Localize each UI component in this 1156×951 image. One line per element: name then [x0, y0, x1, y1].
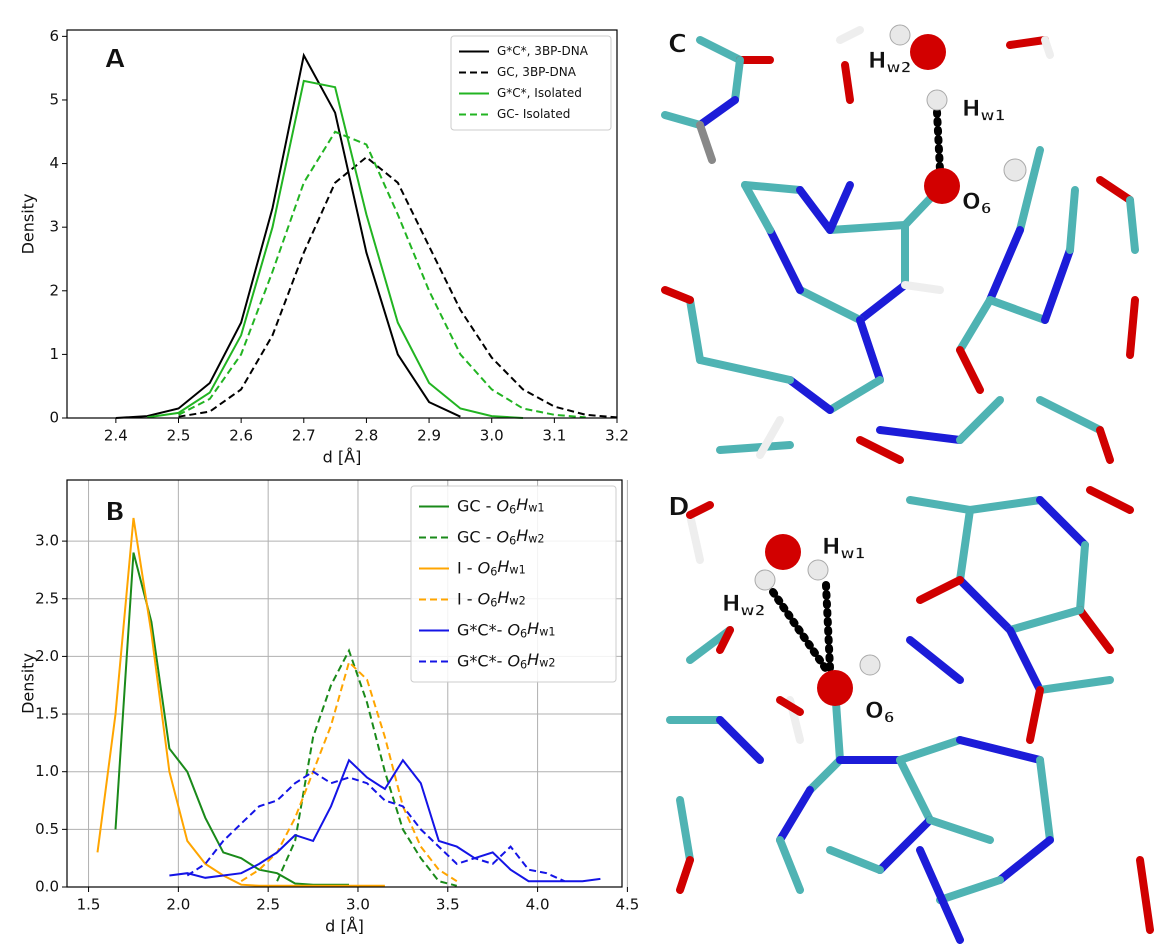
plot-frame	[66, 29, 618, 419]
data-line	[186, 770, 565, 883]
panel-label: B	[105, 498, 125, 528]
legend-label: GC- Isolated	[497, 107, 570, 121]
legend-label: GC - O6Hw2	[457, 525, 545, 547]
legend-label: GC, 3BP-DNA	[497, 65, 577, 79]
y-tick-label: 1	[49, 345, 59, 363]
y-tick-label: 1.0	[35, 762, 59, 780]
y-axis-label: Density	[19, 194, 38, 255]
molecule-render-d	[666, 486, 1154, 944]
legend-label: GC - O6Hw1	[457, 494, 545, 516]
legend-label: G*C*- O6Hw1	[457, 618, 555, 640]
y-tick-label: 3	[49, 218, 59, 236]
panel-label: A	[105, 45, 125, 75]
panel-label: C	[668, 30, 687, 60]
x-tick-label: 4.0	[526, 896, 550, 914]
x-tick-label: 3.0	[480, 427, 504, 445]
legend-label: G*C*, Isolated	[497, 86, 582, 100]
atom-label: O6	[865, 699, 894, 726]
legend-label: I - O6Hw1	[457, 556, 526, 578]
data-line	[178, 130, 586, 419]
y-tick-label: 6	[49, 27, 59, 45]
data-line	[96, 517, 385, 887]
x-tick-label: 2.8	[355, 427, 379, 445]
atom-label: Hw2	[722, 592, 765, 619]
y-tick-label: 0.0	[35, 878, 59, 896]
legend-label: I - O6Hw2	[457, 587, 526, 609]
data-line	[276, 648, 458, 887]
atom-label: Hw1	[962, 97, 1005, 124]
x-tick-label: 3.0	[346, 896, 370, 914]
x-axis-label: d [Å]	[325, 917, 364, 936]
data-line	[169, 758, 601, 883]
chart-panel: 1.5 2.0 2.5 3.0 3.5 4.0 4.5 0.0 0.5 1.0 1.5 2.0 2.5 3…	[19, 479, 639, 936]
y-axis-label: Density	[19, 653, 38, 714]
data-line	[178, 155, 618, 419]
y-tick-label: 0	[49, 409, 59, 427]
molecule-render-c	[661, 24, 1139, 464]
x-tick-label: 2.6	[229, 427, 253, 445]
plot-frame	[66, 479, 623, 888]
x-tick-label: 2.4	[104, 427, 128, 445]
legend-label: G*C*, 3BP-DNA	[497, 44, 589, 58]
data-line	[115, 52, 461, 419]
y-tick-label: 0.5	[35, 820, 59, 838]
y-tick-label: 4	[49, 154, 59, 172]
y-tick-label: 2	[49, 281, 59, 299]
x-tick-label: 2.5	[256, 896, 280, 914]
atom-label: Hw1	[822, 535, 865, 562]
legend-box	[450, 35, 612, 131]
atom-label: Hw2	[868, 49, 911, 76]
x-tick-label: 3.1	[542, 427, 566, 445]
x-tick-label: 2.0	[166, 896, 190, 914]
x-tick-label: 4.5	[615, 896, 639, 914]
x-tick-label: 2.7	[292, 427, 316, 445]
panel-label: D	[668, 493, 690, 523]
legend-label: G*C*- O6Hw2	[457, 649, 555, 671]
legend-box	[410, 485, 617, 683]
y-tick-label: 1.5	[35, 705, 59, 723]
x-tick-label: 3.2	[605, 427, 629, 445]
data-line	[147, 79, 524, 419]
x-tick-label: 3.5	[436, 896, 460, 914]
x-tick-label: 2.5	[167, 427, 191, 445]
atom-label: O6	[962, 190, 991, 217]
chart-panel: 2.4 2.5 2.6 2.7 2.8 2.9 3.0 3.1 3.2 0 1 2 3 4 5 6 d [Å] D…	[19, 27, 629, 467]
y-tick-label: 5	[49, 90, 59, 108]
y-tick-label: 2.5	[35, 589, 59, 607]
x-tick-label: 2.9	[417, 427, 441, 445]
x-tick-label: 1.5	[77, 896, 101, 914]
data-line	[114, 552, 349, 886]
x-axis-label: d [Å]	[323, 448, 362, 467]
y-tick-label: 3.0	[35, 532, 59, 550]
y-tick-label: 2.0	[35, 647, 59, 665]
